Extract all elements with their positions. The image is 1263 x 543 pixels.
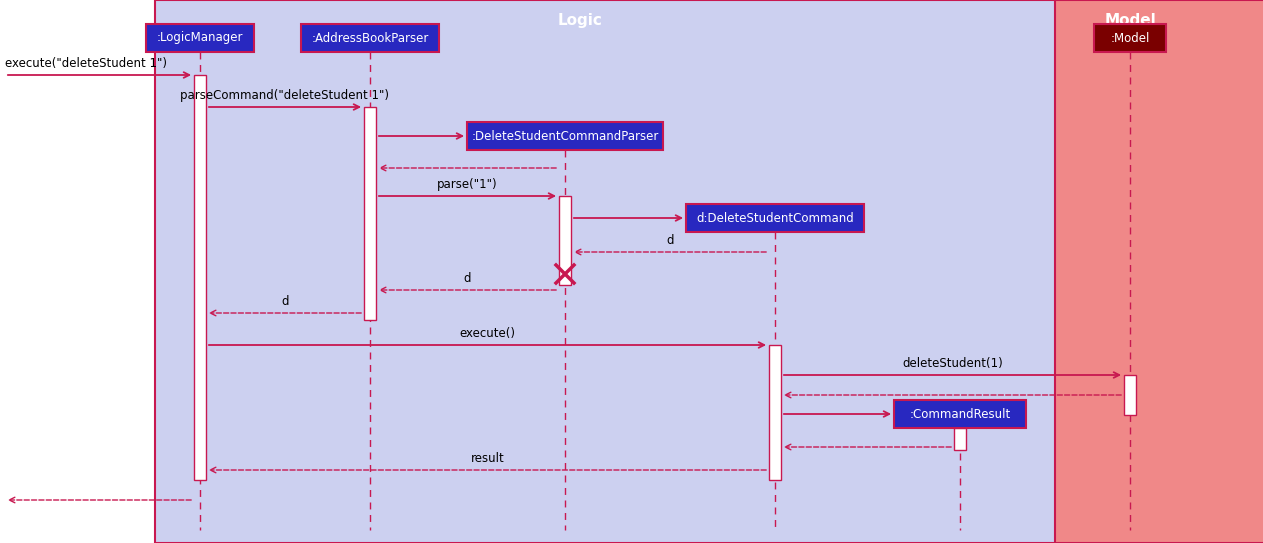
Bar: [686, 204, 864, 232]
Text: :LogicManager: :LogicManager: [157, 31, 244, 45]
Text: deleteStudent(1): deleteStudent(1): [902, 357, 1003, 370]
Text: :CommandResult: :CommandResult: [909, 407, 1010, 420]
Text: d:DeleteStudentCommand: d:DeleteStudentCommand: [696, 212, 854, 224]
Bar: [467, 122, 663, 150]
Bar: [769, 345, 781, 480]
Text: execute("deleteStudent 1"): execute("deleteStudent 1"): [5, 57, 167, 70]
Bar: [364, 107, 376, 320]
Text: execute(): execute(): [460, 327, 515, 340]
Text: parseCommand("deleteStudent 1"): parseCommand("deleteStudent 1"): [181, 89, 389, 102]
Text: :Model: :Model: [1110, 31, 1149, 45]
Bar: [1055, 0, 1263, 543]
Bar: [147, 24, 254, 52]
Text: result: result: [471, 452, 504, 465]
Bar: [1124, 375, 1135, 415]
Text: parse("1"): parse("1"): [437, 178, 498, 191]
Text: Model: Model: [1104, 13, 1156, 28]
Bar: [301, 24, 440, 52]
Bar: [560, 196, 571, 285]
Text: :AddressBookParser: :AddressBookParser: [311, 31, 428, 45]
Text: d: d: [464, 272, 471, 285]
Bar: [155, 0, 1220, 543]
Bar: [954, 428, 966, 450]
Text: Logic: Logic: [557, 13, 602, 28]
Text: :DeleteStudentCommandParser: :DeleteStudentCommandParser: [471, 129, 659, 142]
Bar: [195, 75, 206, 480]
Text: d: d: [282, 295, 289, 308]
Text: d: d: [667, 234, 673, 247]
Bar: [894, 400, 1026, 428]
Bar: [1094, 24, 1166, 52]
